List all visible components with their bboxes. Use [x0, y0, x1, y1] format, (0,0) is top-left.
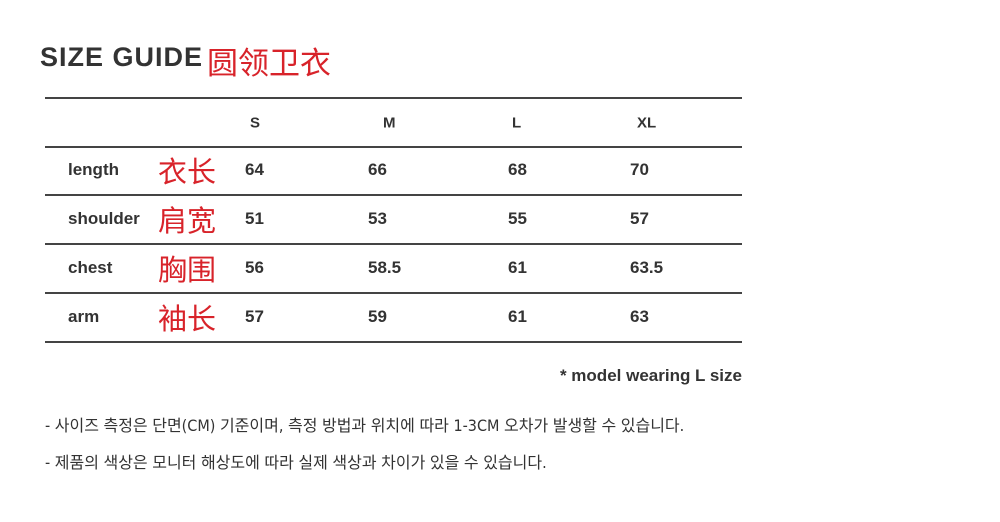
- page-title-chinese: 圆领卫衣: [207, 46, 331, 82]
- table-cell: 63.5: [630, 257, 664, 277]
- table-divider: [45, 243, 742, 245]
- table-cell: 57: [630, 208, 649, 228]
- table-cell: 51: [245, 208, 264, 228]
- table-cell: 59: [368, 306, 387, 326]
- table-cell: 66: [368, 160, 387, 179]
- table-cell: 56: [245, 257, 264, 277]
- table-cell: 58.5: [368, 257, 402, 277]
- row-label-chinese: 肩宽: [158, 203, 217, 238]
- page-title: SIZE GUIDE: [40, 42, 204, 72]
- table-cell: 61: [508, 306, 527, 326]
- table-cell: 61: [508, 257, 527, 277]
- table-cell: 68: [508, 160, 527, 179]
- color-note: - 제품의 색상은 모니터 해상도에 따라 실제 색상과 차이가 있을 수 있습…: [45, 453, 547, 472]
- measurement-note: - 사이즈 측정은 단면(CM) 기준이며, 측정 방법과 위치에 따라 1-3…: [45, 416, 685, 435]
- table-divider: [45, 341, 742, 343]
- row-label: length: [68, 160, 119, 179]
- table-divider: [45, 97, 742, 99]
- column-header: M: [383, 114, 396, 132]
- table-cell: 57: [245, 306, 264, 326]
- row-label-chinese: 胸围: [158, 252, 217, 287]
- table-cell: 64: [245, 160, 264, 179]
- row-label: chest: [68, 257, 113, 277]
- table-divider: [45, 146, 742, 148]
- column-header: S: [250, 114, 261, 132]
- table-divider: [45, 194, 742, 196]
- table-divider: [45, 292, 742, 294]
- table-cell: 55: [508, 208, 527, 228]
- table-cell: 63: [630, 306, 649, 326]
- row-label: shoulder: [68, 208, 140, 228]
- column-header: L: [512, 114, 522, 132]
- table-cell: 53: [368, 208, 387, 228]
- model-note: * model wearing L size: [559, 366, 742, 385]
- row-label-chinese: 袖长: [158, 301, 217, 336]
- table-cell: 70: [630, 160, 649, 179]
- row-label: arm: [68, 306, 100, 326]
- row-label-chinese: 衣长: [158, 155, 217, 189]
- column-header: XL: [637, 114, 657, 132]
